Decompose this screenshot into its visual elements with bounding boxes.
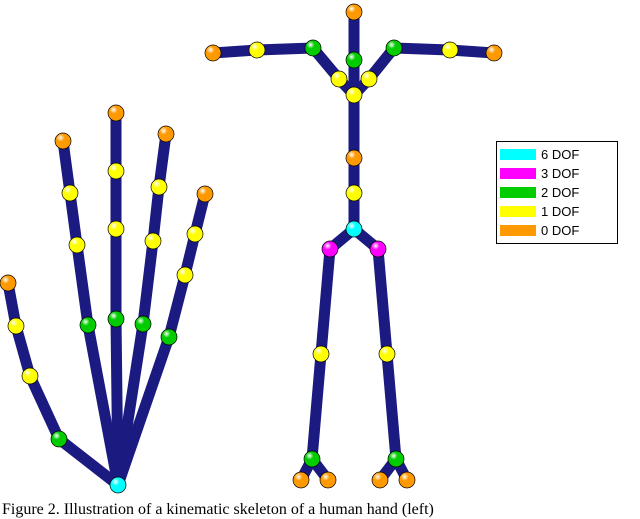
- legend-row: 2 DOF: [500, 183, 611, 202]
- bone: [143, 241, 153, 324]
- legend-swatch: [500, 168, 536, 179]
- joint-tip_pinky: [197, 186, 213, 202]
- joint-dip_pinky: [187, 226, 203, 242]
- legend-row: 0 DOF: [500, 221, 611, 240]
- bone: [394, 48, 450, 50]
- joint-mcp_middle: [108, 311, 124, 327]
- bone: [387, 354, 396, 459]
- joint-tip_middle: [108, 105, 124, 121]
- joint-r_hip: [370, 241, 386, 257]
- bone: [77, 245, 88, 325]
- joint-r_shoulder: [386, 40, 402, 56]
- bone: [257, 48, 313, 50]
- skeleton-svg: [0, 0, 640, 498]
- joint-l_wrist: [205, 45, 221, 61]
- joint-upper_spine: [346, 87, 362, 103]
- joint-neck_top: [346, 52, 362, 68]
- joint-pip_ring: [145, 233, 161, 249]
- joint-mcp_index: [80, 317, 96, 333]
- legend-label: 2 DOF: [541, 185, 579, 200]
- joint-mcp_ring: [135, 316, 151, 332]
- hand-skeleton: [0, 105, 213, 493]
- joint-l_heel: [293, 472, 309, 488]
- joint-l_clav: [331, 71, 347, 87]
- joint-l_knee: [313, 346, 329, 362]
- joint-l_shoulder: [305, 40, 321, 56]
- bone: [312, 354, 321, 459]
- joint-l_ankle: [304, 451, 320, 467]
- joint-r_toe: [372, 472, 388, 488]
- body-skeleton: [205, 4, 502, 488]
- joint-head: [346, 4, 362, 20]
- joint-r_knee: [379, 346, 395, 362]
- legend-swatch: [500, 225, 536, 236]
- legend-label: 1 DOF: [541, 204, 579, 219]
- joint-l_toe: [320, 472, 336, 488]
- bone: [321, 249, 330, 354]
- legend-swatch: [500, 206, 536, 217]
- joint-lower_spine: [346, 185, 362, 201]
- legend-label: 6 DOF: [541, 147, 579, 162]
- joint-pip_index: [69, 237, 85, 253]
- joint-r_ankle: [388, 451, 404, 467]
- legend-label: 3 DOF: [541, 166, 579, 181]
- bone: [378, 249, 387, 354]
- joint-r_wrist: [486, 45, 502, 61]
- legend-label: 0 DOF: [541, 223, 579, 238]
- legend-row: 1 DOF: [500, 202, 611, 221]
- joint-pip_middle: [108, 221, 124, 237]
- figure-container: 6 DOF 3 DOF 2 DOF 1 DOF 0 DOF Figure 2. Illu…: [0, 0, 640, 519]
- bone: [30, 376, 59, 439]
- joint-ip_thumb: [8, 318, 24, 334]
- bone: [169, 275, 185, 337]
- legend-row: 3 DOF: [500, 164, 611, 183]
- joint-tip_thumb: [0, 275, 16, 291]
- joint-dip_index: [62, 185, 78, 201]
- joint-dip_middle: [108, 163, 124, 179]
- joint-wrist: [110, 477, 126, 493]
- legend-row: 6 DOF: [500, 145, 611, 164]
- joint-pelvis: [346, 221, 362, 237]
- joint-mcp_pinky: [161, 329, 177, 345]
- joint-dip_ring: [151, 179, 167, 195]
- legend-swatch: [500, 149, 536, 160]
- joint-l_elbow: [249, 42, 265, 58]
- legend-swatch: [500, 187, 536, 198]
- joint-l_hip: [322, 241, 338, 257]
- joint-tip_index: [55, 133, 71, 149]
- figure-caption: Figure 2. Illustration of a kinematic sk…: [0, 501, 640, 519]
- joint-mid_spine: [346, 150, 362, 166]
- joint-mcp_thumb: [22, 368, 38, 384]
- joint-cmc_thumb: [51, 431, 67, 447]
- legend-box: 6 DOF 3 DOF 2 DOF 1 DOF 0 DOF: [496, 141, 618, 244]
- joint-pip_pinky: [177, 267, 193, 283]
- joint-r_elbow: [442, 42, 458, 58]
- joint-r_heel: [399, 472, 415, 488]
- joint-r_clav: [361, 71, 377, 87]
- joint-tip_ring: [158, 126, 174, 142]
